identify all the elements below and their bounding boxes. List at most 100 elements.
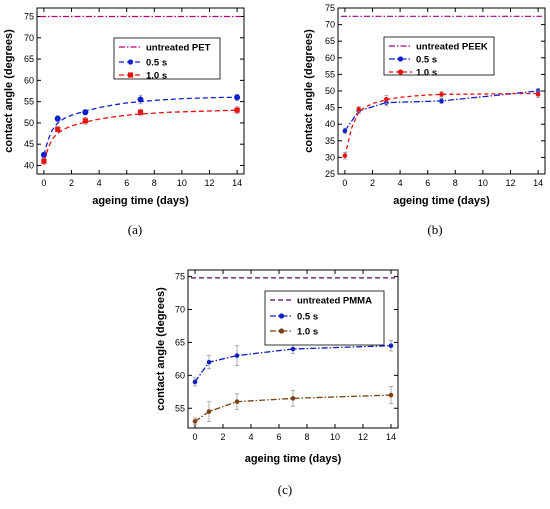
- data-point: [137, 96, 144, 103]
- series-0-5-s: [192, 340, 394, 387]
- data-point: [234, 353, 240, 358]
- panel-label: (c): [278, 482, 292, 497]
- legend-label: 1.0 s: [146, 71, 167, 82]
- y-tick-label: 60: [24, 75, 34, 85]
- data-point: [388, 392, 394, 398]
- y-tick-label: 55: [325, 69, 335, 79]
- legend-label: untreated PMMA: [297, 296, 372, 307]
- y-tick-label: 50: [325, 86, 335, 96]
- x-tick-label: 8: [304, 432, 309, 442]
- legend: untreated PEEK 0.5 s 1.0 s: [383, 36, 495, 79]
- series-line: [344, 90, 539, 132]
- legend-label: 1.0 s: [297, 327, 318, 338]
- y-tick-label: 75: [175, 272, 185, 282]
- x-axis-title: ageing time (days): [245, 453, 342, 465]
- legend-label: 0.5 s: [146, 58, 167, 69]
- x-tick-label: 10: [330, 432, 340, 442]
- y-tick-label: 50: [24, 118, 34, 128]
- legend: untreated PMMA 0.5 s 1.0 s: [264, 290, 385, 346]
- y-axis-title: contact angle (degrees): [155, 287, 167, 411]
- x-tick-label: 2: [370, 178, 375, 188]
- data-point: [234, 107, 240, 113]
- y-tick-label: 65: [325, 36, 335, 46]
- data-point: [137, 109, 144, 115]
- legend-marker: [278, 313, 285, 319]
- y-tick-label: 60: [325, 53, 335, 63]
- x-tick-label: 4: [398, 178, 403, 188]
- y-tick-label: 55: [24, 97, 34, 107]
- y-tick-label: 40: [24, 160, 34, 170]
- x-tick-label: 12: [204, 178, 214, 188]
- x-tick-label: 14: [386, 432, 396, 442]
- legend-label: 1.0 s: [416, 68, 437, 79]
- legend-label: 0.5 s: [297, 312, 318, 323]
- legend-box: [264, 290, 385, 346]
- series-line: [344, 93, 539, 156]
- series-1-0-s: [342, 90, 541, 160]
- y-tick-label: 70: [24, 33, 34, 43]
- y-axis-title: contact angle (degrees): [3, 29, 15, 153]
- data-point: [55, 126, 61, 132]
- data-point: [234, 399, 240, 404]
- legend-marker: [397, 56, 404, 62]
- x-tick-label: 4: [248, 432, 253, 442]
- x-tick-label: 8: [453, 178, 458, 188]
- x-tick-label: 6: [425, 178, 430, 188]
- data-point: [388, 343, 394, 349]
- data-point: [206, 409, 212, 414]
- legend-marker: [127, 59, 134, 65]
- data-point: [384, 97, 389, 102]
- data-point: [206, 359, 212, 365]
- plot-frame: [337, 7, 546, 175]
- plot-frame: [187, 269, 399, 429]
- legend-box: [383, 36, 495, 76]
- data-point: [192, 379, 198, 385]
- y-tick-label: 55: [175, 403, 185, 413]
- data-point: [356, 106, 362, 112]
- data-point: [234, 94, 241, 101]
- y-tick-label: 45: [24, 139, 34, 149]
- y-axis-title: contact angle (degrees): [303, 29, 315, 153]
- x-tick-label: 14: [232, 178, 242, 188]
- x-tick-label: 10: [478, 178, 488, 188]
- panel-label: (b): [427, 222, 442, 237]
- x-axis-title: ageing time (days): [92, 195, 189, 207]
- x-tick-label: 2: [220, 432, 225, 442]
- x-tick-label: 6: [124, 178, 129, 188]
- chart-panel-3: 0 2 4 6 8 10 12 14 55 60 65 70 75 ageing time (days) c…: [155, 269, 399, 497]
- x-tick-label: 12: [358, 432, 368, 442]
- series-1-0-s: [41, 106, 240, 165]
- y-tick-label: 45: [325, 103, 335, 113]
- series-line: [43, 109, 238, 162]
- y-tick-label: 35: [325, 136, 335, 146]
- legend-marker: [127, 72, 134, 78]
- chart-panel-1: 0 2 4 6 8 10 12 14 40 45 50 55 60 65 70 75 ageing time (…: [3, 7, 245, 237]
- data-point: [290, 346, 296, 352]
- legend: untreated PET 0.5 s 1.0 s: [113, 37, 221, 82]
- x-tick-label: 0: [342, 178, 347, 188]
- data-point: [342, 128, 348, 134]
- data-point: [290, 396, 296, 401]
- data-point: [82, 118, 88, 124]
- chart-panel-2: 0 2 4 6 8 10 12 14 25 30 35 40 45 50 55 60 65 70 75 ageing …: [303, 3, 546, 237]
- y-tick-label: 65: [24, 54, 34, 64]
- plot-frame: [36, 7, 245, 175]
- y-tick-label: 60: [175, 370, 185, 380]
- data-point: [54, 115, 61, 122]
- y-tick-label: 65: [175, 337, 185, 347]
- x-tick-label: 8: [152, 178, 157, 188]
- series-1-0-s: [192, 386, 394, 426]
- legend-box: [113, 37, 221, 80]
- y-tick-label: 75: [24, 12, 34, 22]
- panel-label: (a): [128, 222, 142, 237]
- x-tick-label: 14: [533, 178, 543, 188]
- data-point: [439, 92, 444, 97]
- data-point: [82, 109, 89, 116]
- data-point: [342, 153, 348, 159]
- data-point: [40, 151, 47, 158]
- legend-marker: [278, 328, 285, 334]
- x-tick-label: 0: [192, 432, 197, 442]
- series-0-5-s: [40, 94, 241, 158]
- x-axis-title: ageing time (days): [393, 195, 490, 207]
